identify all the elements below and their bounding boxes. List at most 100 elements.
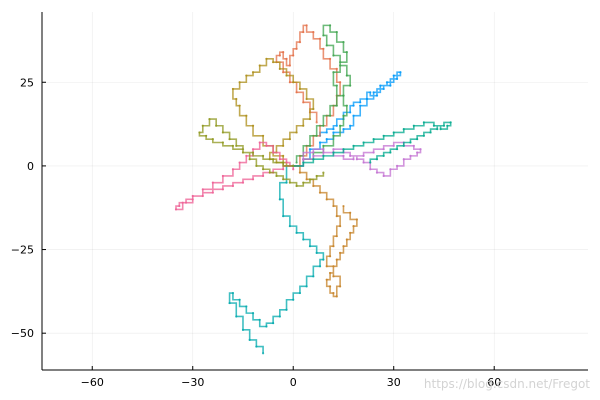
series-line-1 [275, 24, 341, 167]
series-6-point-4 [251, 178, 255, 181]
series-5-point-6 [302, 238, 305, 241]
series-0-point-19 [375, 94, 379, 97]
series-4-point-18 [298, 87, 302, 91]
series-line-6 [175, 141, 295, 211]
series-6-point-21 [245, 154, 248, 157]
series-9-point-8 [211, 138, 214, 141]
series-9-point-7 [221, 141, 224, 144]
series-4-point-16 [285, 74, 288, 77]
series-6-point-23 [258, 141, 261, 144]
series-1-point-8 [339, 81, 342, 84]
series-1-point-21 [282, 51, 285, 54]
series-9-point-26 [302, 181, 305, 184]
series-2-point-27 [308, 144, 312, 147]
series-5-point-7 [308, 245, 312, 248]
x-tick-label-1: −30 [181, 376, 204, 389]
series-5 [228, 164, 325, 355]
series-5-point-1 [285, 181, 288, 184]
series-2-point-10 [332, 71, 335, 74]
series-0-point-16 [395, 77, 399, 81]
series-4-point-24 [288, 138, 291, 141]
series-6-point-20 [238, 161, 241, 164]
series-7-point-25 [349, 231, 352, 234]
series-7-point-14 [339, 285, 342, 288]
series-line-2 [293, 24, 351, 167]
series-1-point-24 [282, 71, 285, 74]
series-7-point-10 [332, 245, 335, 248]
series-8-point-13 [422, 121, 425, 124]
series-1-point-15 [302, 30, 305, 34]
series-7-point-11 [328, 255, 332, 258]
series-4-point-10 [245, 74, 248, 77]
series-4-point-12 [258, 64, 261, 67]
series-2-point-4 [332, 134, 335, 137]
series-5-point-24 [228, 301, 231, 305]
watermark-text: https://blog.csdn.net/Fregot [424, 377, 590, 391]
series-3-point-28 [312, 151, 315, 154]
series-9-point-27 [308, 178, 312, 181]
series-line-8 [293, 121, 452, 167]
series-7-point-23 [342, 245, 345, 248]
series-line-9 [198, 118, 325, 187]
series-7-point-9 [335, 235, 338, 238]
series-1-point-29 [315, 121, 318, 124]
series-8-point-23 [409, 141, 412, 144]
series-0-point-4 [325, 138, 328, 141]
series-4-point-5 [245, 114, 248, 117]
x-tick-label-4: 60 [487, 376, 501, 389]
y-tick-label-2: 0 [27, 160, 34, 173]
series-3-point-25 [342, 154, 345, 157]
series-2-point-20 [345, 74, 348, 77]
series-4-point-13 [265, 57, 268, 60]
series-2-point-18 [332, 54, 335, 57]
series-7-point-18 [325, 278, 328, 281]
y-tick-label-1: −25 [11, 244, 34, 257]
series-2-point-3 [322, 144, 325, 147]
series-2-point-5 [339, 124, 342, 127]
series-9-point-17 [241, 151, 245, 154]
series-5-point-17 [272, 322, 275, 325]
series-3-point-23 [362, 154, 365, 157]
series-4-point-9 [238, 81, 241, 84]
series-3-point-3 [322, 151, 325, 154]
series-9-point-28 [315, 174, 318, 178]
series-8-point-8 [372, 138, 375, 141]
series-5-point-9 [322, 258, 325, 261]
series-1-point-27 [302, 101, 305, 104]
series-8-point-11 [402, 128, 405, 131]
series-7-point-28 [349, 211, 352, 214]
series-2-point-25 [322, 124, 325, 127]
series-3-point-8 [362, 161, 365, 164]
series-4-point-6 [238, 104, 241, 107]
series-5-point-27 [248, 338, 251, 341]
series-2-point-6 [342, 114, 345, 117]
series-2-point-7 [345, 104, 348, 107]
series-0-point-18 [382, 87, 385, 91]
series-6-point-14 [181, 201, 184, 204]
series-1-point-11 [322, 47, 325, 50]
series-9-point-4 [251, 151, 255, 154]
x-tick-label-3: 30 [387, 376, 401, 389]
series-8-point-29 [369, 161, 372, 164]
series-4-point-11 [251, 71, 255, 74]
series-0-point-20 [369, 91, 372, 94]
series-8-point-15 [439, 128, 442, 131]
series-5-point-19 [258, 318, 261, 321]
series-6-point-24 [265, 144, 268, 147]
series-7-point-4 [318, 191, 322, 194]
series-7-point-26 [352, 225, 355, 228]
series-9-point-0 [292, 164, 295, 168]
series-0-point-24 [349, 111, 352, 114]
series-1-point-17 [295, 47, 298, 50]
series-3-point-24 [352, 158, 355, 161]
series-8-point-14 [432, 124, 436, 127]
series-4-point-19 [305, 97, 308, 101]
series-6-point-13 [174, 208, 178, 211]
series-3-point-14 [402, 158, 405, 161]
series-2-point-24 [328, 114, 332, 117]
series-8-point-22 [416, 138, 419, 141]
series-7-point-17 [328, 285, 332, 288]
series-0-point-12 [379, 84, 382, 87]
